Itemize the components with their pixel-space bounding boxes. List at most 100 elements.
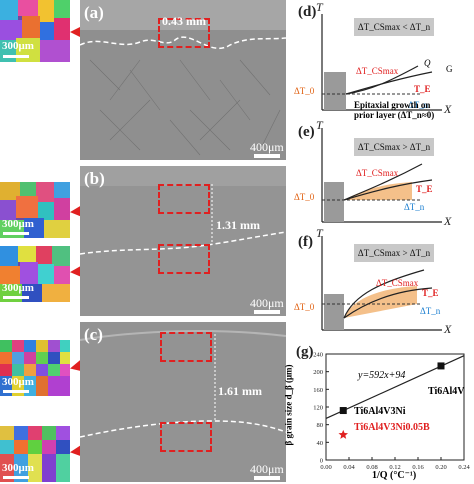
schematic-e: (e) T X ΔT_CSmax > ΔT_n ΔT_0 ΔT_CSmax T_… [292,118,474,230]
schematic-d-graphic [321,14,442,111]
scale-bar-b [254,310,280,314]
micrograph-texture [80,166,286,255]
scale-text-b: 400μm [250,296,284,310]
ebsd-grains [0,426,70,482]
scale-text-a: 400μm [250,140,284,154]
panel-label-c: (c) [84,325,103,344]
annotation-ti6al4v3ni: Ti6Al4V3Ni [354,406,406,417]
condition-box-e: ΔT_CSmax > ΔT_n [354,138,434,156]
scale-bar-a [254,154,280,158]
x-tick-label: 0.24 [458,464,470,471]
schematic-f-graphic [321,236,442,331]
t0-label-d: ΔT_0 [294,86,315,96]
axis-t-e: T [316,118,323,132]
y-tick-label: 80 [317,422,324,429]
depth-measure-b: 1.31 mm [216,218,260,232]
fit-equation: y=592x+94 [358,370,406,381]
chart-g: 0.00 0.04 0.08 0.12 0.16 0.20 0.24 0 40 80 120 160 2… [284,340,474,484]
chart-ylabel: β grain size d_β (μm) [283,364,294,446]
ebsd-grains [0,182,70,238]
ebsd-map-a: 300μm [0,0,70,62]
chart-g-svg: 0.00 0.04 0.08 0.12 0.16 0.20 0.24 0 40 80 120 160 2… [313,352,470,472]
tn-label-e: ΔT_n [404,202,425,212]
ebsd-grains [0,246,70,302]
t0-label-f: ΔT_0 [294,302,315,312]
region-box-c1 [160,332,212,362]
ebsd-map-b1: 300μm [0,182,70,238]
chart-xlabel: 1/Q (°C⁻¹) [372,470,417,481]
scale-text-c: 400μm [250,462,284,476]
x-tick-label: 0.00 [320,464,331,471]
annotation-ti6al4v3ni0-05b: Ti6Al4V3Ni0.05B [354,422,430,433]
te-label-e: T_E [416,184,433,194]
micrograph-texture [80,0,286,156]
micrograph-c: (c) 1.61 mm 400μm [80,322,286,482]
ebsd-scale-text: 300μm [2,282,34,294]
schematic-f: (f) T X ΔT_CSmax > ΔT_n ΔT_0 ΔT_CSmax T_… [292,226,474,338]
x-tick-label: 0.08 [366,464,377,471]
ebsd-scale-text: 300μm [2,462,34,474]
te-label-d: T_E [414,84,431,94]
panel-label-b: (b) [84,169,105,188]
y-tick-label: 0 [320,458,323,465]
ebsd-scale-bar [3,296,29,299]
panel-label-a: (a) [84,3,104,22]
schematic-label-f: (f) [298,234,313,250]
x-tick-label: 0.20 [435,464,446,471]
condition-box-f: ΔT_CSmax > ΔT_n [354,244,434,262]
ebsd-scale-bar [3,55,29,58]
annotation-ti6al4v: Ti6Al4V [428,386,465,397]
x-tick-label: 0.04 [343,464,355,471]
x-tick-label: 0.16 [412,464,424,471]
te-label-f: T_E [422,288,439,298]
ebsd-scale-text: 300μm [2,218,34,230]
y-tick-label: 240 [313,352,323,359]
micrograph-a: (a) 0.43 mm 400μm [80,0,286,160]
ebsd-map-b2: 300μm [0,246,70,302]
g-label-d: G [446,64,453,74]
ebsd-map-c1: 300μm [0,340,70,396]
axis-x-f: X [444,322,452,336]
ebsd-scale-text: 300μm [2,376,34,388]
q-label-d: Q [424,58,431,68]
tcsmax-label-e: ΔT_CSmax [356,168,399,178]
ebsd-map-c2: 300μm [0,426,70,482]
epitaxial-note-line1: Epitaxial growth on [354,100,431,110]
tn-label-f: ΔT_n [420,306,441,316]
y-tick-label: 120 [313,405,323,412]
y-tick-label: 160 [313,387,323,394]
schematic-label-d: (d) [298,4,317,20]
data-point-square [339,407,347,415]
x-tick-label: 0.12 [389,464,400,471]
tcsmax-label-d: ΔT_CSmax [356,66,399,76]
axis-t-d: T [316,0,323,14]
t0-label-e: ΔT_0 [294,192,315,202]
data-point-square [437,362,445,370]
ebsd-scale-bar [3,232,29,235]
ebsd-scale-bar [3,390,29,393]
y-tick-label: 40 [317,440,324,447]
ebsd-scale-text: 300μm [2,40,34,52]
y-tick-label: 200 [313,369,323,376]
schematic-e-graphic [321,128,442,223]
schematic-d: (d) T X ΔT_CSmax < ΔT_n ΔT_0 ΔT_CSmax Q … [292,0,474,120]
condition-box-d: ΔT_CSmax < ΔT_n [354,18,434,36]
data-point-star [338,429,349,439]
region-box-c2 [160,422,212,452]
micrograph-texture [80,330,286,438]
axis-x-e: X [444,214,452,228]
tcsmax-label-f: ΔT_CSmax [376,278,419,288]
depth-measure-a: 0.43 mm [162,14,206,28]
axis-t-f: T [316,226,323,240]
scale-bar-c [254,476,280,480]
chart-label-g: (g) [296,344,314,360]
micrograph-b: (b) 1.31 mm 400μm [80,166,286,316]
epitaxial-note-line2: prior layer (ΔT_n≈0) [354,110,435,120]
axis-x-d: X [444,102,452,116]
region-box-a [158,18,210,48]
schematic-label-e: (e) [298,124,315,140]
depth-measure-c: 1.61 mm [218,384,262,398]
region-box-b2 [158,244,210,274]
tn-label-d: ΔT_n [408,100,429,110]
ebsd-scale-bar [3,476,29,479]
